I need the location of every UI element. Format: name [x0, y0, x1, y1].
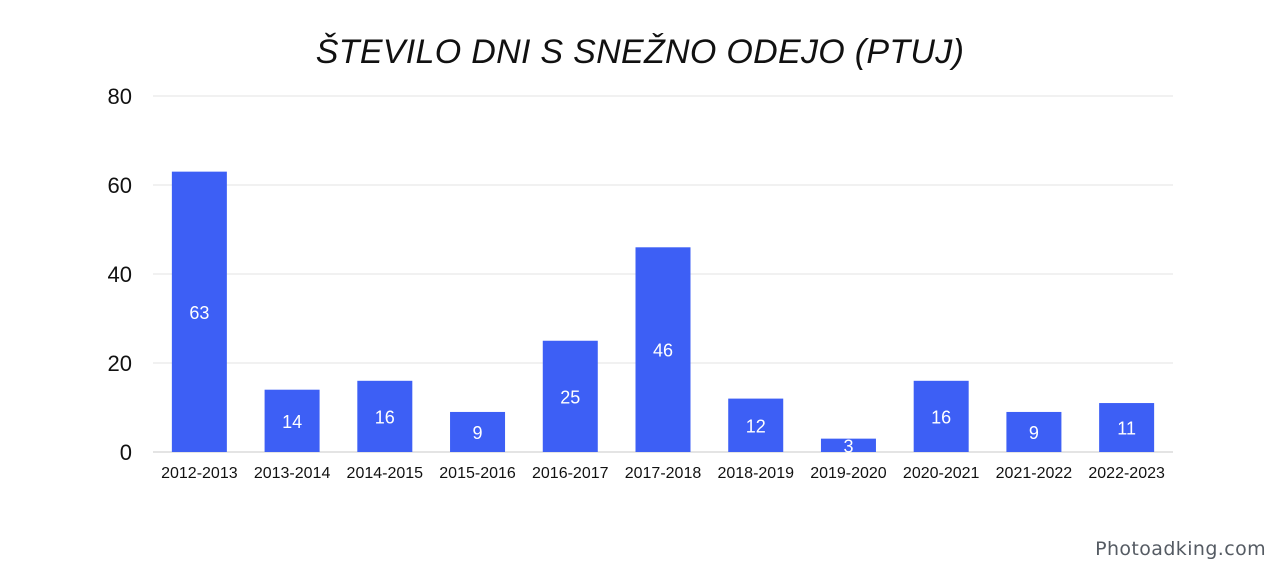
- y-axis-ticks: 0 20 40 60 80: [108, 84, 132, 465]
- x-tick-label: 2016-2017: [532, 465, 609, 482]
- x-tick-label: 2013-2014: [254, 465, 331, 482]
- data-label: 25: [560, 387, 580, 407]
- y-tick-label: 40: [108, 262, 132, 287]
- x-tick-label: 2018-2019: [717, 465, 794, 482]
- bar: [913, 380, 969, 452]
- bar: [635, 247, 691, 452]
- watermark: Photoadking.com: [1095, 538, 1266, 560]
- y-tick-label: 80: [108, 84, 132, 109]
- bar: [450, 411, 506, 452]
- data-label: 9: [473, 423, 483, 443]
- data-label: 14: [282, 412, 302, 432]
- bar: [728, 398, 784, 452]
- x-tick-label: 2021-2022: [996, 465, 1073, 482]
- data-label: 63: [189, 303, 209, 323]
- bar: [542, 340, 598, 452]
- bar: [1099, 403, 1155, 452]
- x-tick-label: 2017-2018: [625, 465, 702, 482]
- x-tick-label: 2022-2023: [1088, 465, 1165, 482]
- y-tick-label: 60: [108, 173, 132, 198]
- data-label: 11: [1117, 419, 1136, 439]
- bar: [264, 389, 320, 452]
- data-label: 9: [1029, 423, 1039, 443]
- data-label: 16: [375, 407, 395, 427]
- x-tick-label: 2012-2013: [161, 465, 238, 482]
- y-tick-label: 20: [108, 351, 132, 376]
- x-tick-label: 2019-2020: [810, 465, 887, 482]
- bar: [357, 380, 413, 452]
- x-tick-label: 2014-2015: [347, 465, 424, 482]
- data-labels: 63 14 16 9 25 46 12 3 16 9 11: [189, 303, 1136, 457]
- chart-title: ŠTEVILO DNI S SNEŽNO ODEJO (PTUJ): [315, 33, 965, 71]
- data-label: 16: [931, 407, 951, 427]
- x-tick-label: 2020-2021: [903, 465, 980, 482]
- data-label: 46: [653, 341, 673, 361]
- data-label: 12: [746, 416, 766, 436]
- bar: [820, 438, 876, 452]
- bar: [1006, 411, 1062, 452]
- bar: [171, 171, 227, 452]
- data-label: 3: [843, 436, 853, 456]
- y-tick-label: 0: [120, 440, 132, 465]
- bars: [171, 171, 1155, 452]
- x-axis-ticks: 2012-2013 2013-2014 2014-2015 2015-2016 2016…: [161, 465, 1165, 482]
- x-tick-label: 2015-2016: [439, 465, 516, 482]
